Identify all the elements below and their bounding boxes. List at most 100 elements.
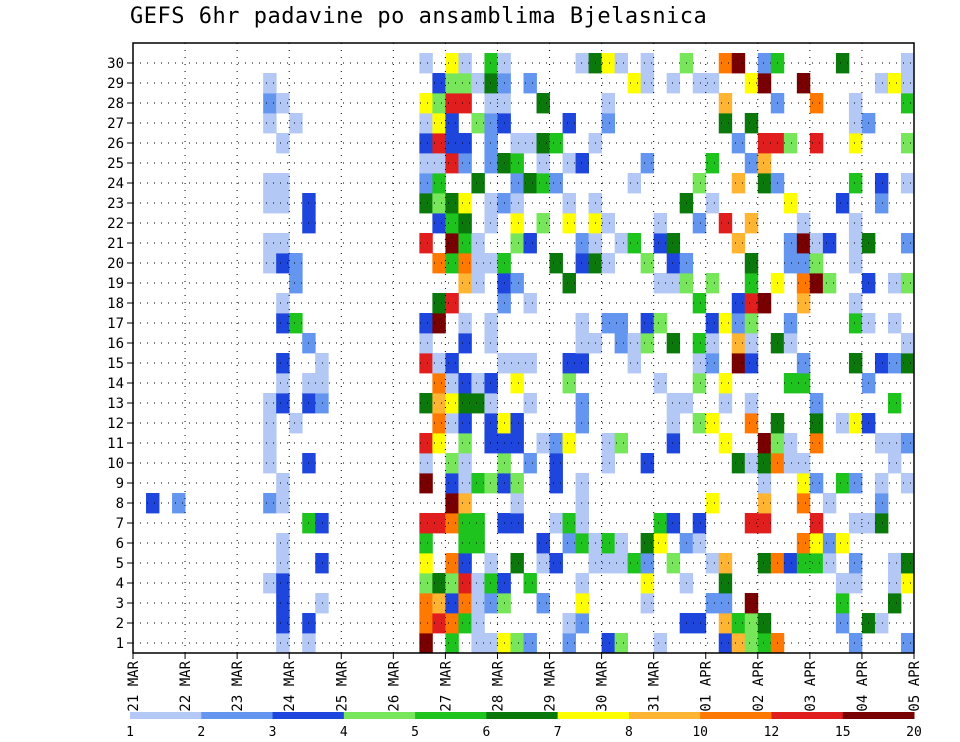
heatmap-cell: [458, 153, 472, 174]
heatmap-cell: [458, 473, 472, 494]
heatmap-cell: [744, 253, 759, 274]
heatmap-cell: [848, 633, 863, 654]
heatmap-cell: [276, 553, 290, 574]
heatmap-cell: [887, 73, 902, 94]
heatmap-cell: [900, 53, 915, 74]
y-tick-label: 8: [116, 496, 124, 512]
heatmap-cell: [718, 93, 733, 114]
heatmap-cell: [432, 393, 446, 414]
y-tick-label: 26: [107, 136, 124, 152]
heatmap-cell: [419, 573, 433, 594]
heatmap-cell: [796, 233, 811, 254]
heatmap-cell: [263, 253, 277, 274]
heatmap-cell: [263, 93, 277, 114]
y-tick-label: 22: [107, 216, 124, 232]
heatmap-cell: [575, 313, 589, 334]
heatmap-cell: [705, 73, 720, 94]
legend-swatch: [700, 712, 772, 719]
legend-swatch: [557, 712, 630, 719]
heatmap-cell: [419, 173, 433, 194]
heatmap-cell: [614, 233, 629, 254]
heatmap-cell: [731, 313, 746, 334]
heatmap-cell: [666, 273, 681, 294]
legend-label: 1: [126, 725, 134, 740]
heatmap-cell: [744, 73, 759, 94]
heatmap-cell: [796, 373, 811, 394]
heatmap-cell: [445, 413, 459, 434]
heatmap-cell: [536, 153, 550, 174]
heatmap-cell: [783, 433, 798, 454]
heatmap-cell: [848, 93, 863, 114]
heatmap-cell: [822, 553, 837, 574]
heatmap-cell: [276, 293, 290, 314]
heatmap-cell: [757, 293, 772, 314]
heatmap-cell: [458, 253, 472, 274]
heatmap-cell: [783, 333, 798, 354]
heatmap-cell: [744, 153, 759, 174]
heatmap-cell: [887, 453, 902, 474]
heatmap-cell: [653, 273, 668, 294]
heatmap-cell: [263, 233, 277, 254]
heatmap-cell: [783, 253, 798, 274]
heatmap-cell: [419, 433, 433, 454]
heatmap-cell: [640, 573, 655, 594]
heatmap-cell: [744, 293, 759, 314]
y-tick-label: 7: [116, 516, 124, 532]
heatmap-cell: [601, 93, 616, 114]
heatmap-cell: [562, 613, 576, 634]
heatmap-cell: [484, 73, 498, 94]
heatmap-cell: [276, 93, 290, 114]
heatmap-cell: [458, 273, 472, 294]
heatmap-cell: [744, 273, 759, 294]
heatmap-cell: [510, 473, 524, 494]
heatmap-cell: [432, 313, 446, 334]
heatmap-cell: [276, 533, 290, 554]
heatmap-cell: [458, 193, 472, 214]
heatmap-cell: [718, 553, 733, 574]
heatmap-cell: [445, 513, 459, 534]
heatmap-cell: [848, 353, 863, 374]
heatmap-cell: [445, 593, 459, 614]
heatmap-cell: [822, 233, 837, 254]
heatmap-cell: [523, 173, 537, 194]
heatmap-cell: [484, 433, 498, 454]
heatmap-cell: [458, 53, 472, 74]
heatmap-cell: [315, 593, 329, 614]
heatmap-cell: [510, 493, 524, 514]
heatmap-cell: [510, 413, 524, 434]
heatmap-cell: [809, 533, 824, 554]
heatmap-cell: [419, 133, 433, 154]
heatmap-cell: [744, 593, 759, 614]
heatmap-cell: [900, 573, 915, 594]
heatmap-cell: [692, 513, 707, 534]
heatmap-cell: [458, 93, 472, 114]
heatmap-cell: [276, 633, 290, 654]
heatmap-cell: [874, 613, 889, 634]
heatmap-cell: [809, 133, 824, 154]
heatmap-cell: [900, 473, 915, 494]
heatmap-cell: [900, 333, 915, 354]
heatmap-cell: [445, 53, 459, 74]
heatmap-cell: [718, 213, 733, 234]
heatmap-cell: [276, 573, 290, 594]
heatmap-cell: [445, 233, 459, 254]
heatmap-cell: [900, 633, 915, 654]
heatmap-cell: [783, 133, 798, 154]
heatmap-cell: [458, 373, 472, 394]
heatmap-cell: [562, 433, 576, 454]
heatmap-cell: [822, 273, 837, 294]
heatmap-cell: [718, 433, 733, 454]
heatmap-cell: [796, 473, 811, 494]
heatmap-cell: [757, 53, 772, 74]
heatmap-cell: [601, 213, 616, 234]
heatmap-cell: [666, 513, 681, 534]
heatmap-cell: [484, 313, 498, 334]
heatmap-cell: [900, 553, 915, 574]
x-tick-label: 03 APR: [803, 660, 819, 711]
heatmap-cell: [458, 493, 472, 514]
heatmap-cell: [653, 213, 668, 234]
heatmap-cell: [575, 473, 589, 494]
heatmap-cell: [315, 393, 329, 414]
heatmap-cell: [757, 133, 772, 154]
x-tick-label: 04 APR: [855, 660, 871, 711]
